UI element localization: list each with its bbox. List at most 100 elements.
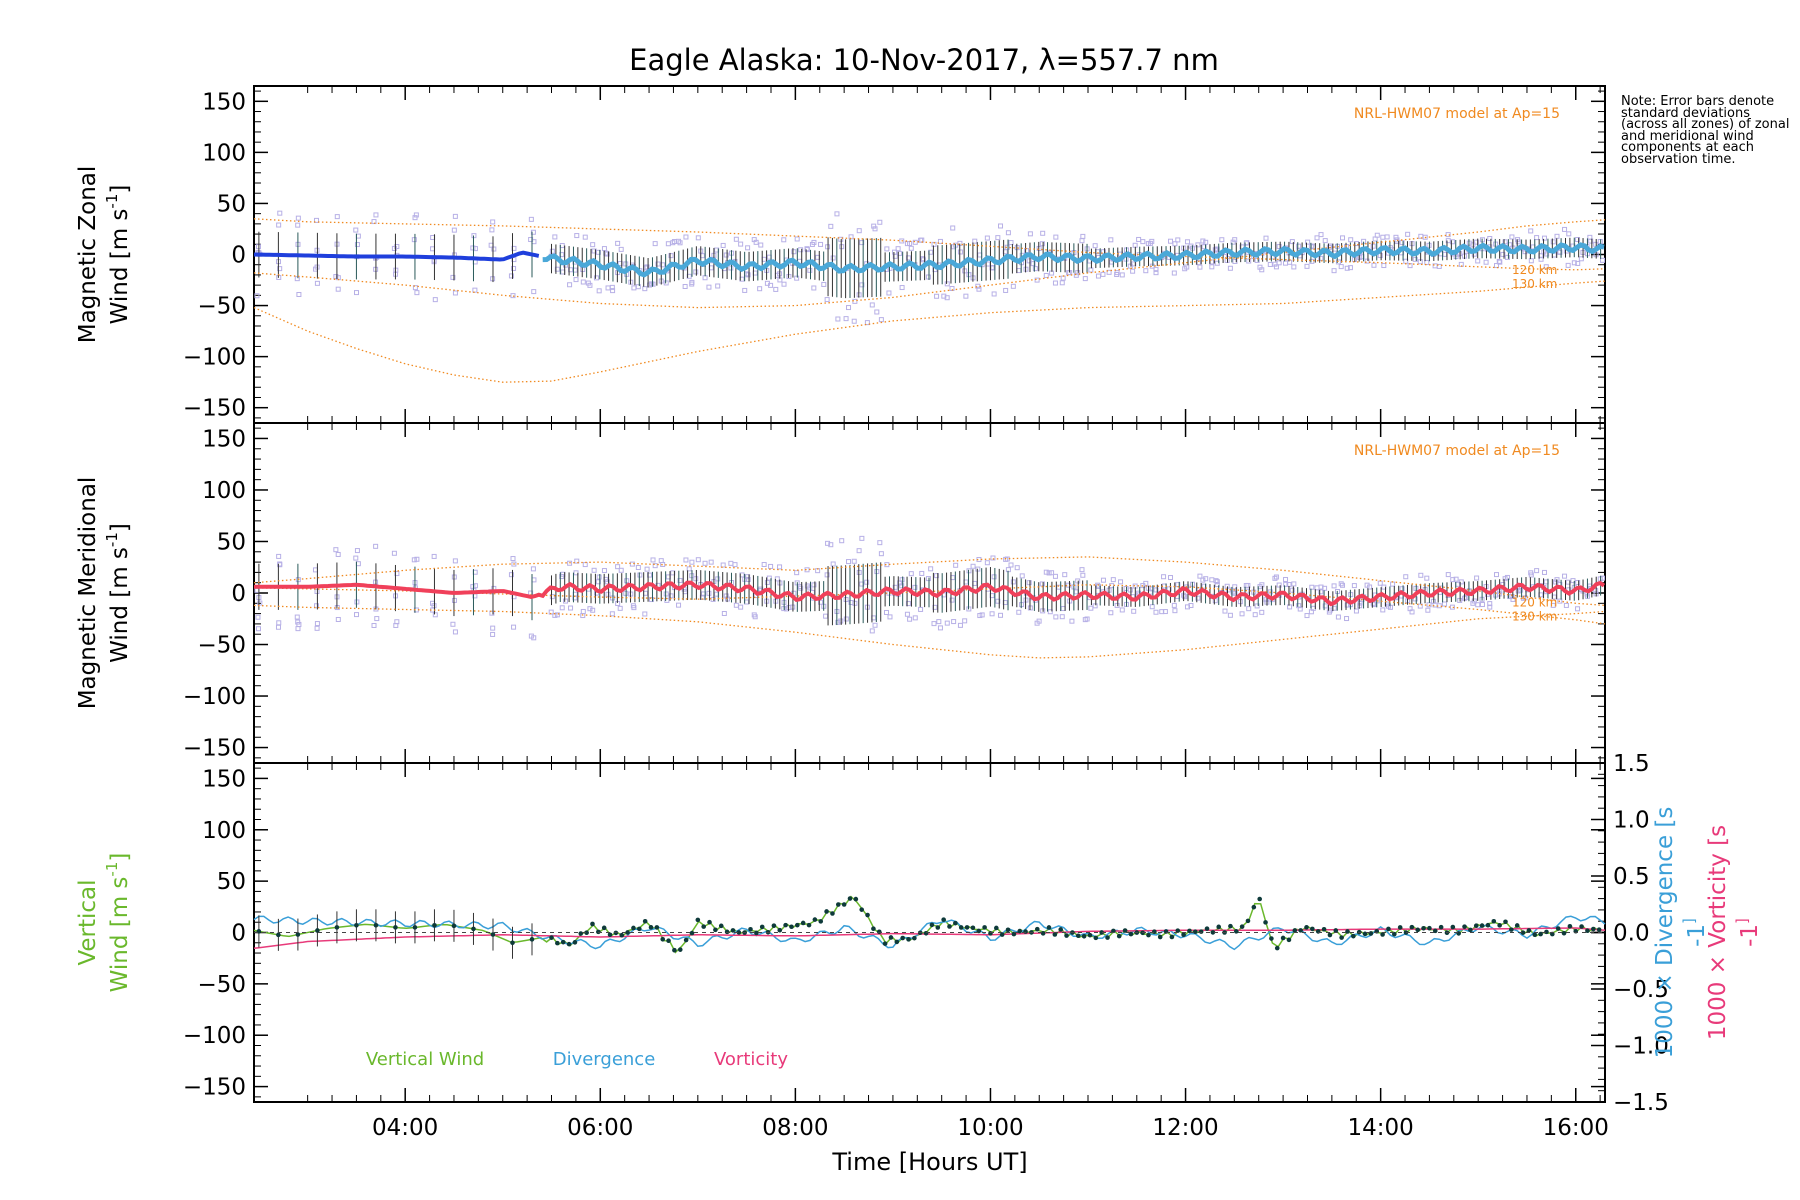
zonal-scatter-point	[1040, 230, 1046, 236]
meridional-scatter-point	[1351, 583, 1357, 589]
vertical-wind-point	[1397, 925, 1403, 930]
zonal-scatter-point	[510, 293, 516, 299]
meridional-scatter-point	[255, 614, 261, 620]
vertical-wind-point	[1046, 925, 1052, 930]
meridional-scatter-point	[1252, 612, 1258, 618]
zonal-scatter-point	[1005, 230, 1011, 236]
vertical-wind-point	[970, 925, 976, 931]
meridional-scatter-point	[899, 577, 905, 583]
zonal-scatter-point	[1500, 251, 1506, 257]
meridional-scatter-point	[1095, 582, 1101, 588]
vertical-wind-point	[1345, 929, 1350, 934]
vertical-wind-point	[1216, 924, 1222, 930]
zonal-scatter-point	[1340, 235, 1346, 241]
zonal-scatter-point	[595, 249, 601, 255]
vertical-wind-point	[1146, 932, 1151, 938]
meridional-scatter-point	[549, 594, 555, 600]
meridional-scatter-point	[949, 597, 955, 603]
vertical-wind-point	[982, 925, 987, 930]
meridional-scatter-point	[489, 610, 495, 616]
meridional-scatter-point	[1166, 586, 1172, 592]
zonal-scatter-point	[276, 222, 282, 228]
meridional-scatter-point	[333, 547, 339, 553]
zonal-scatter-point	[1291, 264, 1297, 270]
meridional-scatter-point	[1534, 568, 1540, 574]
meridional-ylabel-exp: -1	[103, 532, 121, 547]
vertical-wind-point	[1456, 931, 1461, 936]
vertical-wind-point	[1251, 904, 1257, 910]
vertical-wind-point	[1321, 926, 1327, 932]
meridional-scatter-point	[811, 582, 817, 588]
zonal-scatter-point	[884, 246, 890, 252]
zonal-scatter-point	[1172, 241, 1178, 247]
meridional-scatter-point	[1458, 579, 1464, 585]
vertical-wind-point	[1298, 928, 1303, 933]
meridional-ylabel-line2: Wind [m s-1]	[103, 523, 133, 663]
meridional-scatter-point	[1047, 609, 1053, 615]
meridional-scatter-point	[1100, 577, 1106, 583]
meridional-scatter-point	[1118, 579, 1124, 585]
zonal-scatter-point	[1214, 260, 1220, 266]
zonal-ylabel-close: ]	[107, 185, 133, 194]
meridional-scatter-point	[1575, 579, 1581, 585]
meridional-scatter-point	[1195, 595, 1201, 601]
meridional-scatter-point	[646, 572, 652, 578]
meridional-ytick-label: −100	[183, 684, 246, 710]
meridional-scatter-point	[962, 618, 968, 624]
vertical-wind-point	[666, 938, 671, 943]
zonal-scatter-point	[1004, 244, 1010, 250]
vertical-wind-point	[988, 931, 993, 936]
meridional-scatter-point	[1203, 576, 1209, 582]
vertical-wind-point	[315, 928, 320, 933]
vertical-wind-point	[783, 922, 788, 928]
meridional-scatter-point	[715, 576, 721, 582]
meridional-scatter-point	[371, 622, 377, 628]
meridional-scatter-point	[995, 598, 1001, 604]
zonal-scatter-point	[892, 253, 898, 259]
zonal-scatter-point	[1550, 239, 1556, 245]
vertical-wind-point	[677, 947, 683, 952]
zonal-scatter-point	[864, 320, 870, 326]
zonal-scatter-point	[937, 238, 943, 244]
meridional-scatter-point	[276, 553, 282, 559]
vertical-wind-point	[584, 930, 589, 935]
vertical-wind-point	[637, 926, 642, 932]
meridional-scatter-point	[1289, 587, 1295, 593]
zonal-scatter-point	[1143, 268, 1149, 274]
meridional-scatter-point	[355, 561, 361, 567]
zonal-scatter-point	[998, 223, 1004, 229]
zonal-scatter-point	[1227, 265, 1233, 271]
zonal-scatter-point	[580, 267, 586, 273]
zonal-scatter-point	[1209, 264, 1215, 270]
vertical-y2tick-label: 0.0	[1613, 921, 1650, 947]
zonal-scatter-point	[886, 290, 892, 296]
zonal-scatter-point	[1538, 256, 1544, 262]
zonal-scatter-point	[254, 293, 260, 299]
xtick-label: 10:00	[957, 1115, 1023, 1141]
zonal-scatter-point	[991, 291, 997, 297]
meridional-scatter-point	[745, 577, 751, 583]
zonal-scatter-point	[470, 245, 476, 251]
meridional-scatter-point	[609, 611, 615, 617]
vertical-ylabel-line2: Wind [m s-1]	[103, 853, 133, 993]
meridional-scatter-point	[859, 581, 865, 587]
vertical-wind-point	[490, 932, 496, 937]
zonal-scatter-point	[1507, 242, 1513, 248]
zonal-scatter-point	[781, 237, 787, 243]
meridional-scatter-point	[1127, 587, 1133, 593]
meridional-scatter-point	[1557, 598, 1563, 604]
meridional-scatter-point	[823, 613, 829, 619]
meridional-scatter-point	[1364, 582, 1370, 588]
zonal-scatter-point	[1578, 256, 1584, 262]
vertical-wind-point	[953, 920, 958, 926]
meridional-scatter-point	[1232, 590, 1238, 596]
vertical-wind-point	[941, 917, 946, 922]
zonal-scatter-point	[452, 290, 458, 296]
meridional-scatter-point	[738, 604, 744, 610]
zonal-scatter-point	[689, 279, 695, 285]
meridional-scatter-point	[254, 587, 260, 593]
zonal-scatter-point	[1010, 283, 1016, 289]
vertical-wind-point	[1040, 931, 1046, 936]
vertical-wind-point	[529, 937, 535, 942]
